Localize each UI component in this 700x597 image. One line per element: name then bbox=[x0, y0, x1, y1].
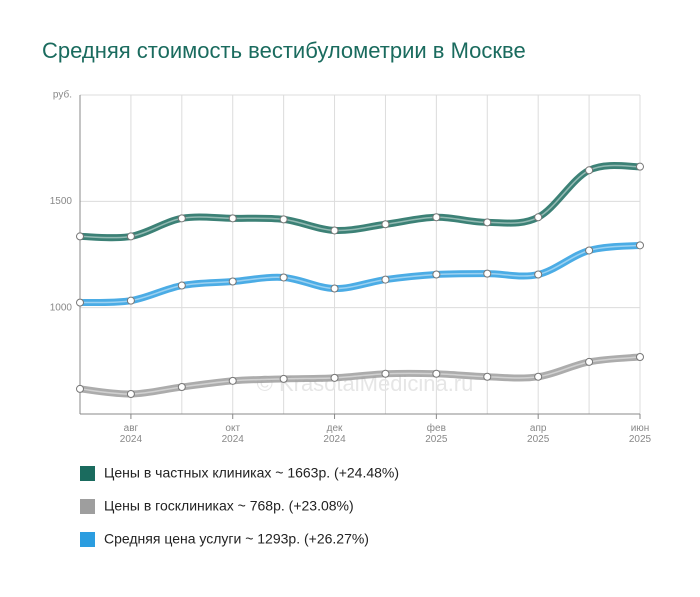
data-point bbox=[228, 214, 237, 223]
data-point bbox=[432, 369, 441, 378]
data-point bbox=[483, 218, 492, 227]
series-line-outline bbox=[79, 241, 641, 307]
data-point bbox=[126, 390, 135, 399]
data-point bbox=[534, 270, 543, 279]
x-tick-label: дек 2024 bbox=[323, 423, 346, 445]
x-tick-label: июн 2025 bbox=[629, 423, 652, 445]
data-point bbox=[585, 166, 594, 175]
data-point bbox=[177, 214, 186, 223]
data-point bbox=[585, 246, 594, 255]
x-tick-label: авг 2024 bbox=[120, 423, 143, 445]
data-point bbox=[432, 213, 441, 222]
data-point bbox=[381, 369, 390, 378]
legend-swatch bbox=[80, 499, 95, 514]
legend-label: Средняя цена услуги ~ 1293р. (+26.27%) bbox=[104, 531, 369, 547]
chart-title: Средняя стоимость вестибулометрии в Моск… bbox=[42, 38, 526, 63]
data-point bbox=[228, 277, 237, 286]
data-point bbox=[330, 373, 339, 382]
y-tick-label: 1000 bbox=[50, 302, 73, 313]
data-point bbox=[585, 357, 594, 366]
x-tick-label: фев 2025 bbox=[425, 422, 448, 445]
data-point bbox=[279, 374, 288, 383]
data-point bbox=[330, 226, 339, 235]
data-point bbox=[177, 382, 186, 391]
data-point bbox=[636, 241, 644, 250]
series-line-outline bbox=[79, 353, 641, 398]
data-point bbox=[279, 215, 288, 224]
y-tick-label: 1500 bbox=[50, 196, 73, 207]
data-point bbox=[126, 296, 135, 305]
data-point bbox=[76, 232, 84, 241]
data-point bbox=[279, 273, 288, 282]
data-point bbox=[432, 270, 441, 279]
data-point bbox=[381, 275, 390, 284]
data-point bbox=[636, 162, 644, 171]
x-tick-label: апр 2025 bbox=[527, 423, 550, 445]
data-point bbox=[126, 232, 135, 241]
series-line-highlight bbox=[79, 244, 641, 304]
data-point bbox=[636, 353, 644, 362]
data-point bbox=[483, 372, 492, 381]
series-line-highlight bbox=[79, 356, 641, 395]
data-point bbox=[177, 281, 186, 290]
data-point bbox=[381, 220, 390, 229]
data-point bbox=[483, 269, 492, 278]
legend-label: Цены в госклиниках ~ 768р. (+23.08%) bbox=[104, 498, 354, 514]
y-tick-label: руб. bbox=[53, 89, 72, 101]
data-point bbox=[76, 298, 84, 307]
x-tick-label: окт 2024 bbox=[222, 423, 245, 445]
legend-label: Цены в частных клиниках ~ 1663р. (+24.48… bbox=[104, 465, 399, 481]
data-point bbox=[76, 384, 84, 393]
data-point bbox=[330, 284, 339, 293]
data-point bbox=[534, 213, 543, 222]
legend-swatch bbox=[80, 466, 95, 481]
legend-swatch bbox=[80, 532, 95, 547]
data-point bbox=[228, 376, 237, 385]
data-point bbox=[534, 372, 543, 381]
